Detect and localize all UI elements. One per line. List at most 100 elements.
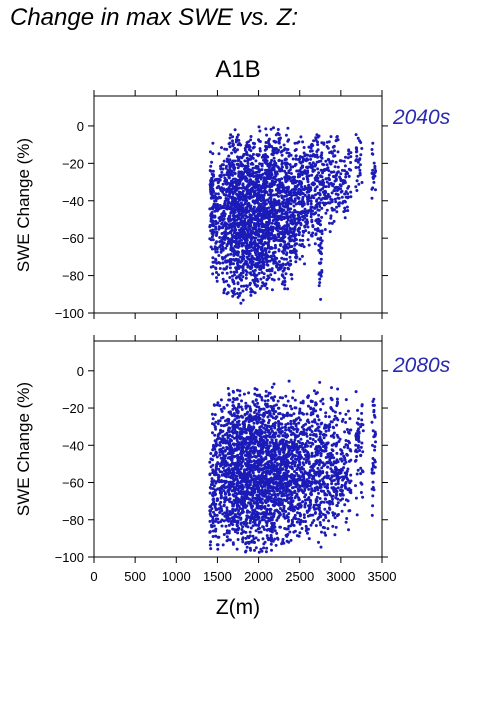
- data-point: [248, 483, 252, 487]
- data-point: [219, 226, 223, 230]
- data-point: [211, 422, 214, 426]
- data-point: [260, 284, 264, 288]
- data-point: [211, 458, 214, 462]
- data-point: [242, 284, 246, 288]
- data-point: [211, 463, 215, 467]
- data-point: [313, 212, 317, 215]
- data-point: [258, 504, 262, 508]
- data-point: [211, 493, 214, 497]
- data-point: [268, 177, 272, 181]
- data-point: [294, 256, 298, 260]
- data-point: [216, 181, 220, 185]
- data-point: [218, 486, 222, 490]
- data-point: [286, 126, 290, 130]
- data-point: [229, 270, 233, 274]
- data-point: [235, 416, 239, 420]
- data-point: [299, 135, 303, 139]
- data-point: [298, 174, 302, 178]
- data-point: [268, 189, 272, 193]
- data-point: [246, 162, 250, 165]
- data-point: [289, 176, 292, 180]
- data-point: [319, 257, 323, 261]
- data-point: [349, 190, 353, 194]
- data-point: [227, 529, 231, 533]
- data-point: [212, 497, 216, 501]
- data-point: [222, 209, 226, 213]
- data-point: [347, 185, 351, 188]
- data-point: [327, 140, 331, 144]
- data-point: [272, 398, 276, 402]
- data-point: [259, 530, 263, 534]
- data-point: [233, 166, 237, 170]
- data-point: [281, 263, 285, 267]
- data-point: [268, 472, 272, 476]
- data-point: [211, 230, 215, 234]
- data-point: [305, 165, 308, 169]
- data-point: [271, 225, 275, 229]
- data-point: [282, 489, 285, 493]
- data-point: [327, 185, 331, 188]
- data-point: [211, 272, 215, 276]
- data-point: [313, 168, 316, 172]
- data-point: [244, 273, 248, 277]
- data-point: [327, 177, 331, 181]
- data-point: [340, 189, 344, 193]
- data-point: [251, 216, 255, 220]
- data-point: [282, 512, 286, 516]
- data-point: [258, 147, 262, 151]
- data-point: [297, 221, 301, 225]
- data-point: [236, 295, 240, 299]
- data-point: [249, 515, 253, 519]
- data-point: [296, 201, 300, 205]
- data-point: [300, 185, 303, 189]
- data-point: [230, 228, 234, 232]
- data-point: [294, 260, 298, 264]
- data-point: [259, 455, 263, 459]
- data-point: [263, 399, 267, 403]
- data-point: [273, 460, 277, 464]
- data-point: [374, 169, 378, 173]
- data-point: [306, 225, 310, 229]
- data-point: [278, 465, 282, 469]
- data-point: [243, 230, 247, 234]
- data-point: [272, 453, 276, 457]
- data-point: [235, 242, 238, 246]
- data-point: [236, 166, 240, 170]
- data-point: [260, 225, 264, 229]
- data-point: [293, 250, 297, 254]
- data-point: [244, 223, 248, 227]
- data-point: [290, 227, 294, 231]
- data-point: [278, 483, 282, 487]
- data-point: [236, 454, 240, 458]
- data-point: [224, 448, 227, 452]
- data-point: [254, 455, 258, 459]
- data-point: [244, 490, 248, 494]
- data-point: [227, 488, 231, 492]
- data-point: [257, 458, 260, 462]
- data-point: [280, 196, 284, 200]
- data-point: [320, 252, 323, 256]
- data-point: [281, 396, 284, 400]
- data-point: [240, 492, 244, 496]
- data-point: [267, 276, 271, 280]
- data-point: [265, 198, 269, 202]
- data-point: [227, 427, 231, 431]
- data-point: [280, 273, 284, 277]
- data-point: [261, 457, 264, 461]
- y-tick-label: 0: [77, 119, 84, 134]
- data-point: [325, 208, 329, 212]
- data-point: [222, 291, 226, 295]
- data-point: [253, 278, 257, 282]
- data-point: [272, 478, 275, 482]
- data-point: [303, 169, 307, 173]
- data-point: [241, 530, 245, 534]
- data-point: [222, 241, 226, 245]
- data-point: [261, 537, 265, 541]
- data-point: [289, 259, 293, 263]
- data-point: [255, 439, 259, 443]
- data-point: [272, 525, 276, 529]
- data-point: [211, 169, 215, 173]
- data-point: [236, 217, 240, 221]
- data-point: [244, 518, 248, 522]
- data-point: [268, 444, 272, 448]
